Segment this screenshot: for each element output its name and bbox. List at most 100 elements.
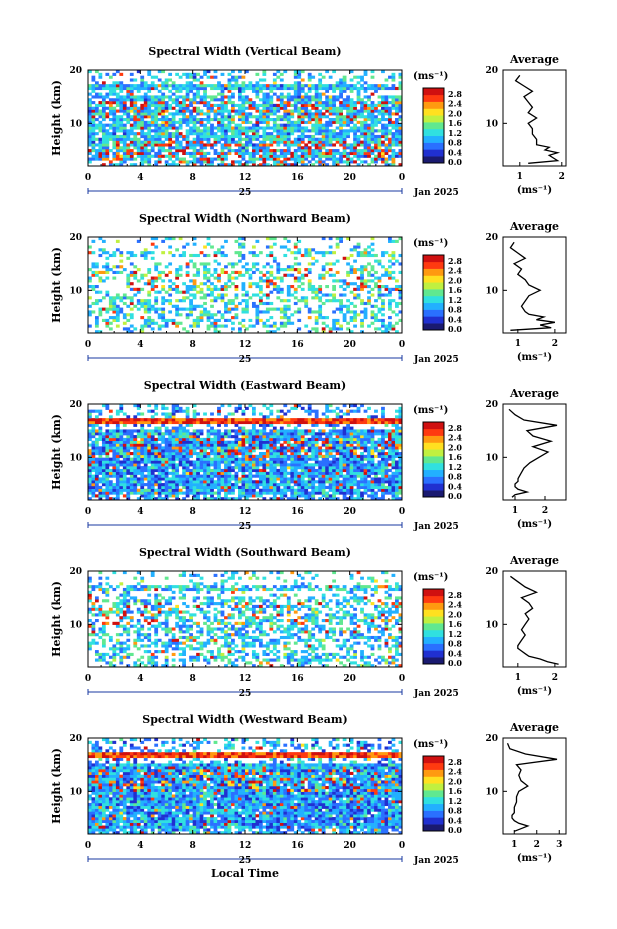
heatmap-cell bbox=[286, 265, 291, 269]
heatmap-cell bbox=[108, 480, 113, 484]
heatmap-cell bbox=[192, 92, 197, 96]
heatmap-cell bbox=[314, 154, 319, 158]
heatmap-cell bbox=[384, 123, 389, 127]
heatmap-cell bbox=[231, 483, 235, 487]
colorbar-swatch bbox=[423, 295, 444, 304]
heatmap-cell bbox=[272, 497, 277, 501]
panel-title: Spectral Width (Eastward Beam) bbox=[144, 379, 346, 392]
heatmap-cell bbox=[262, 129, 267, 133]
heatmap-cell bbox=[251, 412, 256, 416]
heatmap-cell bbox=[238, 98, 242, 102]
heatmap-cell bbox=[388, 123, 392, 127]
heatmap-cell bbox=[143, 160, 148, 164]
heatmap-cell bbox=[101, 112, 106, 116]
heatmap-cell bbox=[133, 485, 138, 489]
heatmap-cell bbox=[234, 466, 239, 470]
heatmap-cell bbox=[245, 149, 249, 153]
heatmap-cell bbox=[206, 75, 211, 79]
heatmap-cell bbox=[150, 415, 155, 419]
heatmap-cell bbox=[255, 86, 260, 91]
heatmap-cell bbox=[164, 324, 169, 328]
heatmap-cell bbox=[112, 140, 117, 144]
heatmap-cell bbox=[293, 101, 298, 105]
heatmap-cell bbox=[388, 293, 392, 297]
heatmap-cell bbox=[339, 109, 343, 113]
heatmap-cell bbox=[398, 154, 403, 158]
heatmap-cell bbox=[269, 449, 274, 453]
heatmap-cell bbox=[150, 454, 155, 458]
heatmap-cell bbox=[157, 154, 162, 158]
heatmap-cell bbox=[101, 115, 106, 119]
heatmap-cell bbox=[112, 157, 117, 161]
heatmap-cell bbox=[272, 420, 277, 425]
heatmap-cell bbox=[133, 132, 138, 136]
heatmap-cell bbox=[265, 318, 270, 322]
heatmap-cell bbox=[189, 324, 193, 328]
heatmap-cell bbox=[265, 454, 270, 458]
heatmap-cell bbox=[171, 81, 176, 85]
heatmap-cell bbox=[88, 123, 92, 127]
heatmap-cell bbox=[108, 268, 113, 272]
heatmap-cell bbox=[129, 95, 134, 99]
heatmap-cell bbox=[171, 454, 176, 458]
heatmap-cell bbox=[356, 92, 361, 96]
heatmap-cell bbox=[129, 109, 134, 113]
heatmap-cell bbox=[356, 120, 361, 124]
heatmap-cell bbox=[108, 84, 113, 88]
heatmap-cell bbox=[157, 262, 162, 266]
heatmap-cell bbox=[206, 454, 211, 458]
heatmap-cell bbox=[318, 126, 323, 130]
heatmap-cell bbox=[286, 143, 291, 147]
heatmap-cell bbox=[234, 471, 239, 475]
heatmap-cell bbox=[258, 477, 263, 481]
heatmap-cell bbox=[217, 140, 221, 144]
heatmap-cell bbox=[245, 84, 249, 88]
heatmap-cell bbox=[133, 106, 138, 110]
heatmap-cell bbox=[140, 466, 145, 470]
heatmap-cell bbox=[370, 137, 375, 141]
heatmap-cell bbox=[391, 132, 396, 136]
heatmap-cell bbox=[154, 262, 159, 266]
heatmap-cell bbox=[234, 435, 239, 439]
heatmap-cell bbox=[332, 70, 337, 74]
heatmap-cell bbox=[122, 143, 127, 147]
heatmap-cell bbox=[262, 477, 267, 481]
heatmap-cell bbox=[245, 290, 249, 294]
heatmap-cell bbox=[248, 480, 253, 484]
heatmap-cell bbox=[311, 137, 316, 141]
heatmap-cell bbox=[290, 485, 295, 489]
heatmap-cell bbox=[286, 446, 291, 450]
heatmap-cell bbox=[175, 120, 180, 124]
heatmap-cell bbox=[206, 143, 211, 147]
heatmap-cell bbox=[262, 95, 267, 99]
heatmap-cell bbox=[321, 327, 326, 331]
heatmap-cell bbox=[314, 143, 319, 147]
heatmap-cell bbox=[227, 276, 232, 280]
heatmap-cell bbox=[122, 477, 127, 481]
heatmap-cell bbox=[217, 293, 221, 297]
heatmap-cell bbox=[143, 440, 148, 444]
heatmap-cell bbox=[395, 95, 399, 99]
heatmap-cell bbox=[300, 253, 305, 258]
heatmap-cell bbox=[224, 154, 228, 158]
heatmap-cell bbox=[168, 140, 173, 144]
heatmap-cell bbox=[143, 149, 148, 153]
heatmap-cell bbox=[224, 86, 228, 91]
heatmap-cell bbox=[238, 154, 242, 158]
heatmap-cell bbox=[272, 491, 277, 495]
heatmap-cell bbox=[101, 488, 106, 492]
heatmap-cell bbox=[339, 327, 343, 331]
heatmap-cell bbox=[119, 454, 124, 458]
heatmap-cell bbox=[328, 137, 333, 141]
heatmap-cell bbox=[255, 103, 260, 107]
heatmap-cell bbox=[133, 437, 138, 441]
heatmap-cell bbox=[220, 112, 225, 116]
heatmap-cell bbox=[129, 103, 134, 107]
heatmap-cell bbox=[143, 253, 148, 258]
heatmap-cell bbox=[339, 78, 343, 82]
heatmap-cell bbox=[161, 440, 166, 444]
heatmap-cell bbox=[339, 285, 343, 289]
heatmap-cell bbox=[150, 143, 155, 147]
heatmap-cell bbox=[108, 253, 113, 258]
heatmap-cell bbox=[88, 285, 92, 289]
